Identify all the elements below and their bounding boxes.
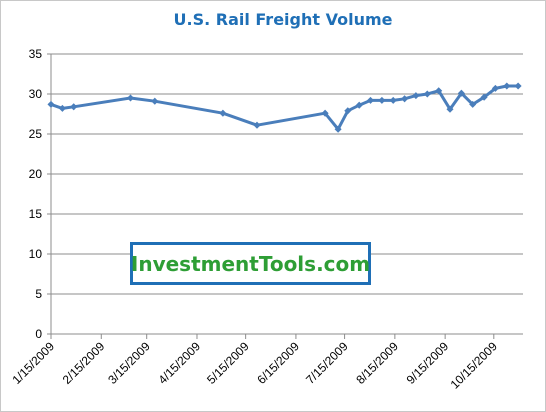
data-point bbox=[253, 121, 261, 129]
watermark-text: InvestmentTools.com bbox=[130, 251, 371, 276]
chart-title: U.S. Rail Freight Volume bbox=[174, 10, 393, 29]
data-point bbox=[321, 109, 329, 117]
watermark-logo: InvestmentTools.com bbox=[130, 242, 371, 285]
y-tick-labels: 0 5 10 15 20 25 30 35 bbox=[29, 47, 43, 341]
data-point bbox=[47, 100, 55, 108]
y-tick-label: 30 bbox=[29, 87, 43, 101]
x-tick-label: 10/15/2009 bbox=[448, 339, 501, 392]
data-point bbox=[412, 92, 420, 100]
data-point bbox=[389, 96, 397, 104]
data-point bbox=[151, 97, 159, 105]
series-group bbox=[47, 82, 522, 133]
y-tick-label: 35 bbox=[29, 47, 43, 61]
data-point bbox=[355, 101, 363, 109]
data-point bbox=[378, 96, 386, 104]
data-point bbox=[126, 94, 135, 102]
data-point bbox=[469, 100, 477, 108]
axes bbox=[47, 53, 523, 339]
data-point bbox=[446, 105, 454, 113]
x-tick-label: 6/15/2009 bbox=[254, 339, 302, 387]
data-point bbox=[503, 82, 511, 90]
gridlines bbox=[51, 53, 523, 295]
data-point bbox=[514, 82, 522, 90]
y-tick-label: 15 bbox=[29, 207, 43, 221]
series-line bbox=[49, 84, 520, 131]
data-point bbox=[401, 95, 409, 103]
data-point bbox=[435, 87, 443, 95]
data-point bbox=[219, 109, 227, 117]
data-point bbox=[457, 89, 465, 97]
x-tick-label: 2/15/2009 bbox=[60, 339, 108, 387]
data-point bbox=[58, 104, 66, 112]
data-point bbox=[491, 84, 499, 92]
x-tick-label: 1/15/2009 bbox=[9, 339, 57, 387]
x-tick-label: 9/15/2009 bbox=[404, 339, 452, 387]
y-tick-label: 20 bbox=[29, 167, 43, 181]
x-tick-label: 7/15/2009 bbox=[303, 339, 351, 387]
data-point bbox=[344, 107, 352, 115]
y-tick-label: 10 bbox=[29, 247, 43, 261]
y-tick-label: 25 bbox=[29, 127, 43, 141]
y-tick-label: 0 bbox=[35, 327, 42, 341]
data-point bbox=[423, 90, 431, 98]
x-tick-label: 5/15/2009 bbox=[204, 339, 252, 387]
x-tick-label: 8/15/2009 bbox=[353, 339, 401, 387]
x-tick-label: 4/15/2009 bbox=[155, 339, 203, 387]
y-tick-label: 5 bbox=[35, 287, 42, 301]
x-tick-label: 3/15/2009 bbox=[105, 339, 153, 387]
data-point bbox=[480, 93, 488, 101]
data-point bbox=[334, 125, 342, 133]
data-point bbox=[366, 96, 375, 104]
data-point bbox=[70, 103, 78, 111]
